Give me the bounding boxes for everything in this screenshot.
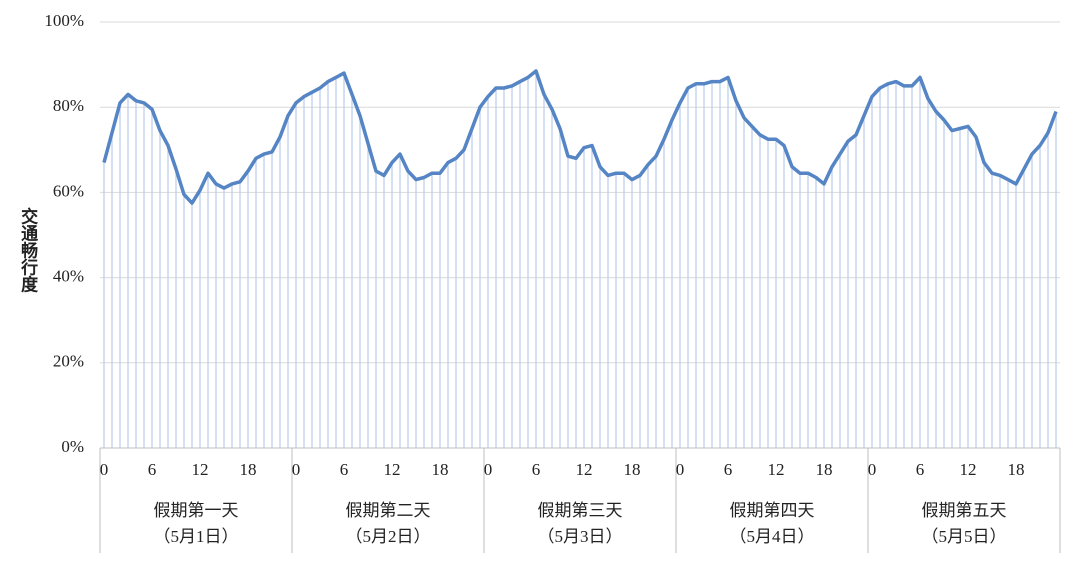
x-tick-label: 6 [532, 460, 541, 479]
y-axis-label: 交通畅行度 [18, 206, 39, 293]
group-label: 假期第三天 [538, 501, 623, 520]
y-tick-label: 100% [44, 11, 84, 30]
y-tick-label: 20% [53, 352, 84, 371]
x-tick-label: 12 [192, 460, 209, 479]
group-label: 假期第五天 [922, 501, 1007, 520]
group-date: （5月4日） [730, 527, 815, 546]
x-tick-label: 6 [340, 460, 349, 479]
x-tick-label: 0 [100, 460, 109, 479]
group-date: （5月3日） [538, 527, 623, 546]
x-tick-label: 6 [148, 460, 157, 479]
group-label: 假期第二天 [346, 501, 431, 520]
line [102, 69, 1058, 205]
y-tick-label: 80% [53, 96, 84, 115]
x-tick-label: 18 [816, 460, 833, 479]
x-tick-label: 18 [240, 460, 257, 479]
x-tick-label: 18 [1008, 460, 1025, 479]
y-tick-label: 40% [53, 267, 84, 286]
x-tick-label: 0 [484, 460, 493, 479]
x-tick-label: 12 [576, 460, 593, 479]
x-tick-label: 6 [724, 460, 733, 479]
x-tick-label: 12 [960, 460, 977, 479]
x-tick-label: 18 [432, 460, 449, 479]
x-tick-label: 0 [292, 460, 301, 479]
y-tick-label: 60% [53, 181, 84, 200]
x-tick-label: 0 [676, 460, 685, 479]
group-date: （5月1日） [154, 527, 239, 546]
x-tick-label: 6 [916, 460, 925, 479]
y-tick-label: 0% [61, 437, 84, 456]
x-tick-label: 12 [768, 460, 785, 479]
x-tick-label: 18 [624, 460, 641, 479]
x-tick-label: 12 [384, 460, 401, 479]
group-label: 假期第四天 [730, 501, 815, 520]
group-label: 假期第一天 [154, 501, 239, 520]
x-tick-label: 0 [868, 460, 877, 479]
group-date: （5月2日） [346, 527, 431, 546]
group-date: （5月5日） [922, 527, 1007, 546]
